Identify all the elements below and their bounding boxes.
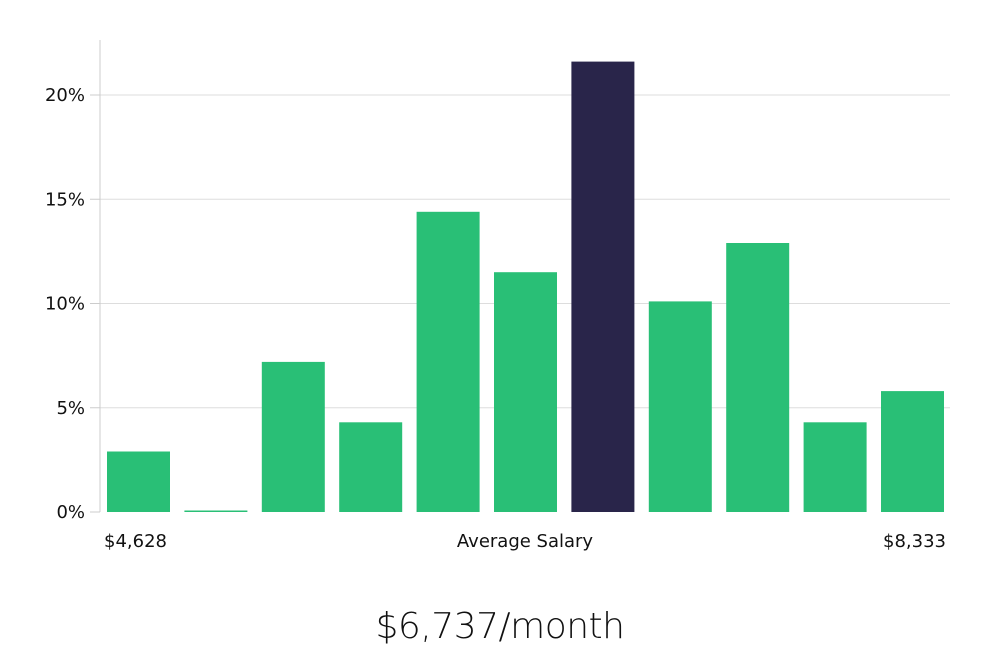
bar bbox=[261, 361, 325, 512]
y-tick-label: 20% bbox=[45, 85, 85, 106]
x-axis-min-label: $4,628 bbox=[104, 531, 167, 552]
bar bbox=[803, 422, 867, 512]
bar-highlight bbox=[571, 61, 635, 512]
bar bbox=[107, 451, 170, 512]
bar bbox=[184, 510, 248, 512]
bar bbox=[726, 243, 790, 512]
average-salary-headline: $6,737/month bbox=[375, 606, 625, 647]
y-tick-label: 15% bbox=[45, 189, 85, 210]
y-tick-label: 5% bbox=[56, 398, 85, 419]
bars bbox=[107, 61, 944, 513]
x-axis-label: Average Salary bbox=[457, 531, 594, 552]
y-tick-label: 0% bbox=[56, 502, 85, 523]
x-axis-max-label: $8,333 bbox=[883, 531, 946, 552]
y-axis-ticks: 0% 5% 10% 15% 20% bbox=[45, 85, 100, 523]
bar bbox=[881, 391, 944, 512]
bar bbox=[494, 272, 557, 512]
bar bbox=[339, 422, 403, 512]
bar bbox=[416, 211, 480, 513]
y-tick-label: 10% bbox=[45, 294, 85, 315]
bar bbox=[648, 301, 712, 512]
